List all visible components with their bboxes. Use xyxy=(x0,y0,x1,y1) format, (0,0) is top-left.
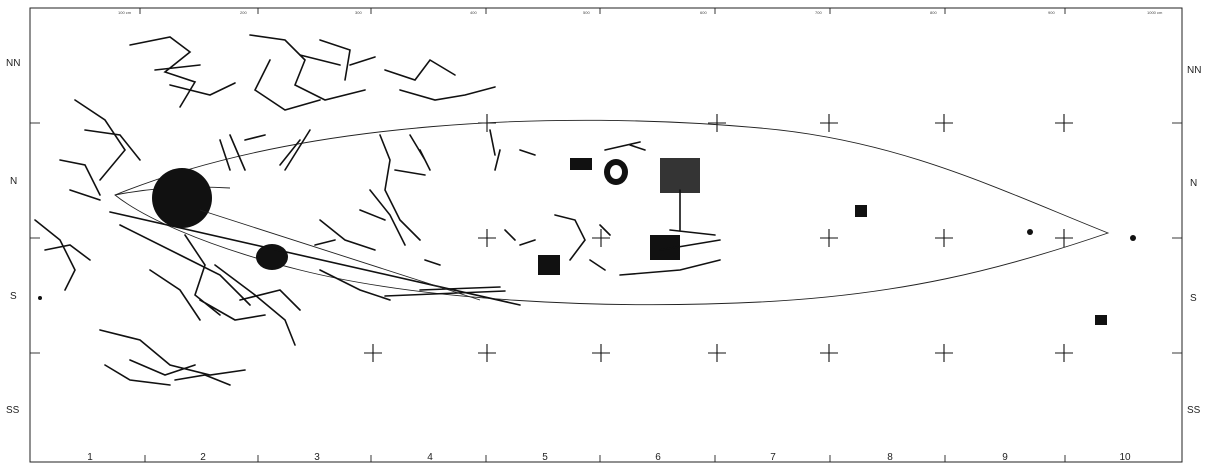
top-tick-label: 700 xyxy=(815,10,822,15)
grid-crosses xyxy=(364,114,1073,362)
column-label: 7 xyxy=(770,452,776,463)
top-tick-label: 1000 cm xyxy=(1147,10,1163,15)
row-label-right-s: S xyxy=(1190,293,1197,304)
top-tick-label: 600 xyxy=(700,10,707,15)
top-tick-label: 200 xyxy=(240,10,247,15)
top-tick-label: 100 cm xyxy=(118,10,132,15)
row-label-left-n: N xyxy=(10,176,18,187)
top-tick-label: 900 xyxy=(1048,10,1055,15)
top-tick-label: 400 xyxy=(470,10,477,15)
column-label: 6 xyxy=(655,452,661,463)
column-label: 1 xyxy=(87,452,93,463)
plan-frame xyxy=(29,7,1183,463)
top-tick-label: 300 xyxy=(355,10,362,15)
skeleton-sketches xyxy=(34,34,721,386)
dark-remains xyxy=(38,158,1136,325)
row-label-right-nn: NN xyxy=(1187,65,1202,76)
top-tick-label: 500 xyxy=(583,10,590,15)
column-label: 10 xyxy=(1119,452,1131,463)
column-label: 3 xyxy=(314,452,320,463)
top-ruler xyxy=(139,8,1066,14)
row-label-left-ss: SS xyxy=(6,405,20,416)
column-label: 5 xyxy=(542,452,548,463)
bottom-ruler xyxy=(144,455,1066,462)
column-label: 9 xyxy=(1002,452,1008,463)
ship-outline xyxy=(114,119,1110,306)
pole-line xyxy=(109,211,521,306)
column-label: 4 xyxy=(427,452,433,463)
top-tick-label: 800 xyxy=(930,10,937,15)
row-label-right-ss: SS xyxy=(1187,405,1201,416)
row-label-right-n: N xyxy=(1190,178,1198,189)
row-ticks xyxy=(30,122,1182,354)
pole-line-2 xyxy=(199,209,481,301)
column-label: 8 xyxy=(887,452,893,463)
row-label-left-nn: NN xyxy=(6,58,21,69)
column-label: 2 xyxy=(200,452,206,463)
row-label-left-s: S xyxy=(10,291,17,302)
